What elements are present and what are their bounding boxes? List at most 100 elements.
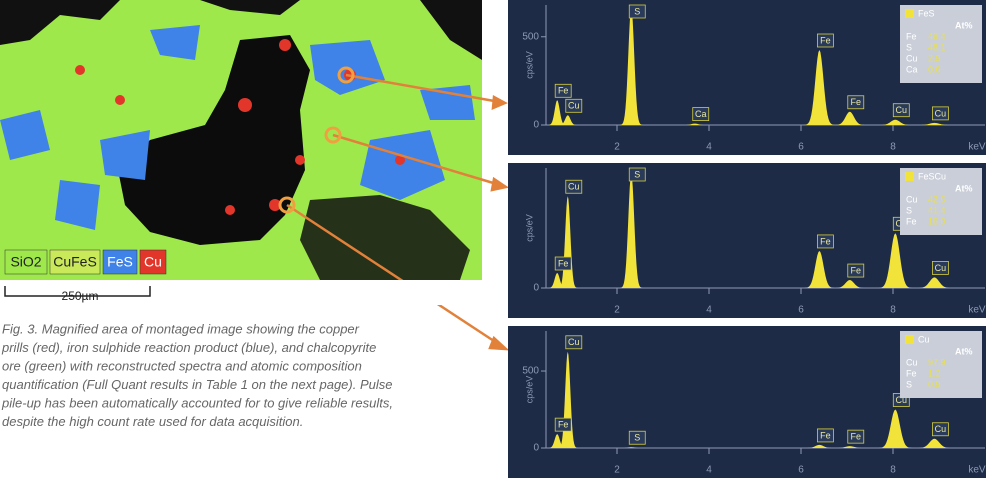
x-tick-label: 8 — [890, 142, 896, 153]
peak — [803, 250, 836, 288]
x-tick-label: 2 — [614, 142, 620, 153]
peak — [877, 409, 914, 448]
map-legend-chip — [139, 249, 167, 275]
legend-element: Fe — [906, 216, 917, 226]
caption-line: ore (green) with reconstructed spectra a… — [2, 358, 362, 373]
map-legend-label: Cu — [144, 254, 162, 270]
peak-label-box — [565, 98, 583, 113]
peak-label: Fe — [558, 258, 569, 268]
peak — [803, 50, 836, 125]
peak-label-box — [628, 4, 646, 19]
map-legend-chip — [49, 249, 101, 275]
legend-value: 48.4 — [928, 31, 946, 41]
peak-label: Fe — [820, 236, 831, 246]
peak-label: S — [634, 169, 640, 179]
peak-label: Cu — [568, 182, 580, 192]
peak-label-box — [932, 106, 949, 121]
x-tick-label: 4 — [706, 305, 712, 316]
x-tick-label: 6 — [798, 142, 804, 153]
caption-line: prills (red), iron sulphide reaction pro… — [1, 340, 376, 355]
peak — [557, 196, 579, 288]
legend-value: 16.0 — [928, 216, 946, 226]
peak — [832, 446, 867, 448]
peak — [557, 351, 579, 448]
peak — [915, 122, 954, 125]
legend-element: S — [906, 379, 912, 389]
peak-label: Fe — [851, 265, 862, 275]
peak-label: Cu — [896, 105, 908, 115]
x-tick-label: 4 — [706, 142, 712, 153]
peak-label-box — [932, 261, 949, 275]
peak — [877, 119, 914, 125]
map-region — [300, 195, 470, 280]
x-axis-label: keV — [968, 465, 986, 476]
legend-swatch — [905, 335, 914, 344]
peak — [681, 123, 709, 125]
legend-element: Cu — [906, 194, 918, 204]
map-region — [118, 35, 310, 245]
peak-label: Cu — [935, 424, 947, 434]
peak-label-box — [565, 335, 583, 350]
peak — [619, 7, 644, 126]
peak — [547, 434, 568, 448]
peak — [803, 444, 836, 448]
peak-label: Cu — [568, 337, 580, 347]
map-legend-label: FeS — [107, 254, 133, 270]
peak-label-box — [554, 256, 572, 271]
phase-map: SiO2 CuFeS FeS Cu 250µm — [0, 0, 510, 351]
x-tick-label: 8 — [890, 305, 896, 316]
legend-value: 48.1 — [928, 42, 946, 52]
peak-label: Fe — [851, 432, 862, 442]
legend-element: Fe — [906, 31, 917, 41]
legend-value: 42.6 — [928, 194, 946, 204]
legend-header: At% — [955, 20, 973, 30]
peak-label-box — [847, 429, 865, 444]
peak-label-box — [847, 263, 865, 278]
peak-label: Fe — [851, 97, 862, 107]
map-region — [0, 0, 120, 45]
peak-label-box — [554, 417, 572, 432]
legend-element: Ca — [906, 64, 918, 74]
peak-label-box — [932, 422, 949, 437]
peak-label-box — [565, 179, 583, 194]
x-axis-label: keV — [968, 142, 986, 153]
scale-bar — [4, 286, 151, 297]
legend-value: 0.9 — [928, 379, 941, 389]
peak-label-box — [554, 83, 572, 98]
y-tick-label: 500 — [522, 31, 539, 42]
scale-strip — [0, 280, 482, 305]
y-axis-label: cps/eV — [524, 376, 534, 404]
peak-label: Cu — [568, 101, 580, 111]
peak-label-box — [692, 107, 710, 121]
peak-label-box — [817, 234, 834, 249]
peak-label: Fe — [820, 35, 831, 45]
legend-element: Fe — [906, 368, 917, 378]
peak — [832, 280, 867, 288]
peak-label: Cu — [896, 395, 908, 405]
legend-value: 97.9 — [928, 357, 946, 367]
legend-value: 2.9 — [928, 53, 941, 63]
x-axis-label: keV — [968, 305, 986, 316]
legend-title: FeS — [918, 8, 935, 18]
map-legend: SiO2 CuFeS FeS Cu — [4, 249, 167, 275]
x-tick-label: 2 — [614, 305, 620, 316]
peak — [915, 438, 954, 448]
y-tick-label: 0 — [533, 120, 539, 131]
y-tick-label: 0 — [533, 443, 539, 454]
peak — [832, 111, 867, 125]
peak — [547, 273, 568, 288]
peak-label-box — [817, 33, 834, 48]
map-region — [200, 0, 300, 15]
legend-swatch — [905, 9, 914, 18]
caption-line: pile-up has been automatically accounted… — [1, 395, 393, 410]
map-legend-label: SiO2 — [10, 254, 41, 270]
legend-element: S — [906, 205, 912, 215]
x-tick-label: 2 — [614, 465, 620, 476]
peak-label: Fe — [558, 86, 569, 96]
peak-label: Cu — [935, 108, 947, 118]
x-tick-label: 6 — [798, 465, 804, 476]
y-axis-label: cps/eV — [524, 51, 534, 79]
peak-label: Cu — [935, 263, 947, 273]
y-axis-label: cps/eV — [524, 214, 534, 242]
